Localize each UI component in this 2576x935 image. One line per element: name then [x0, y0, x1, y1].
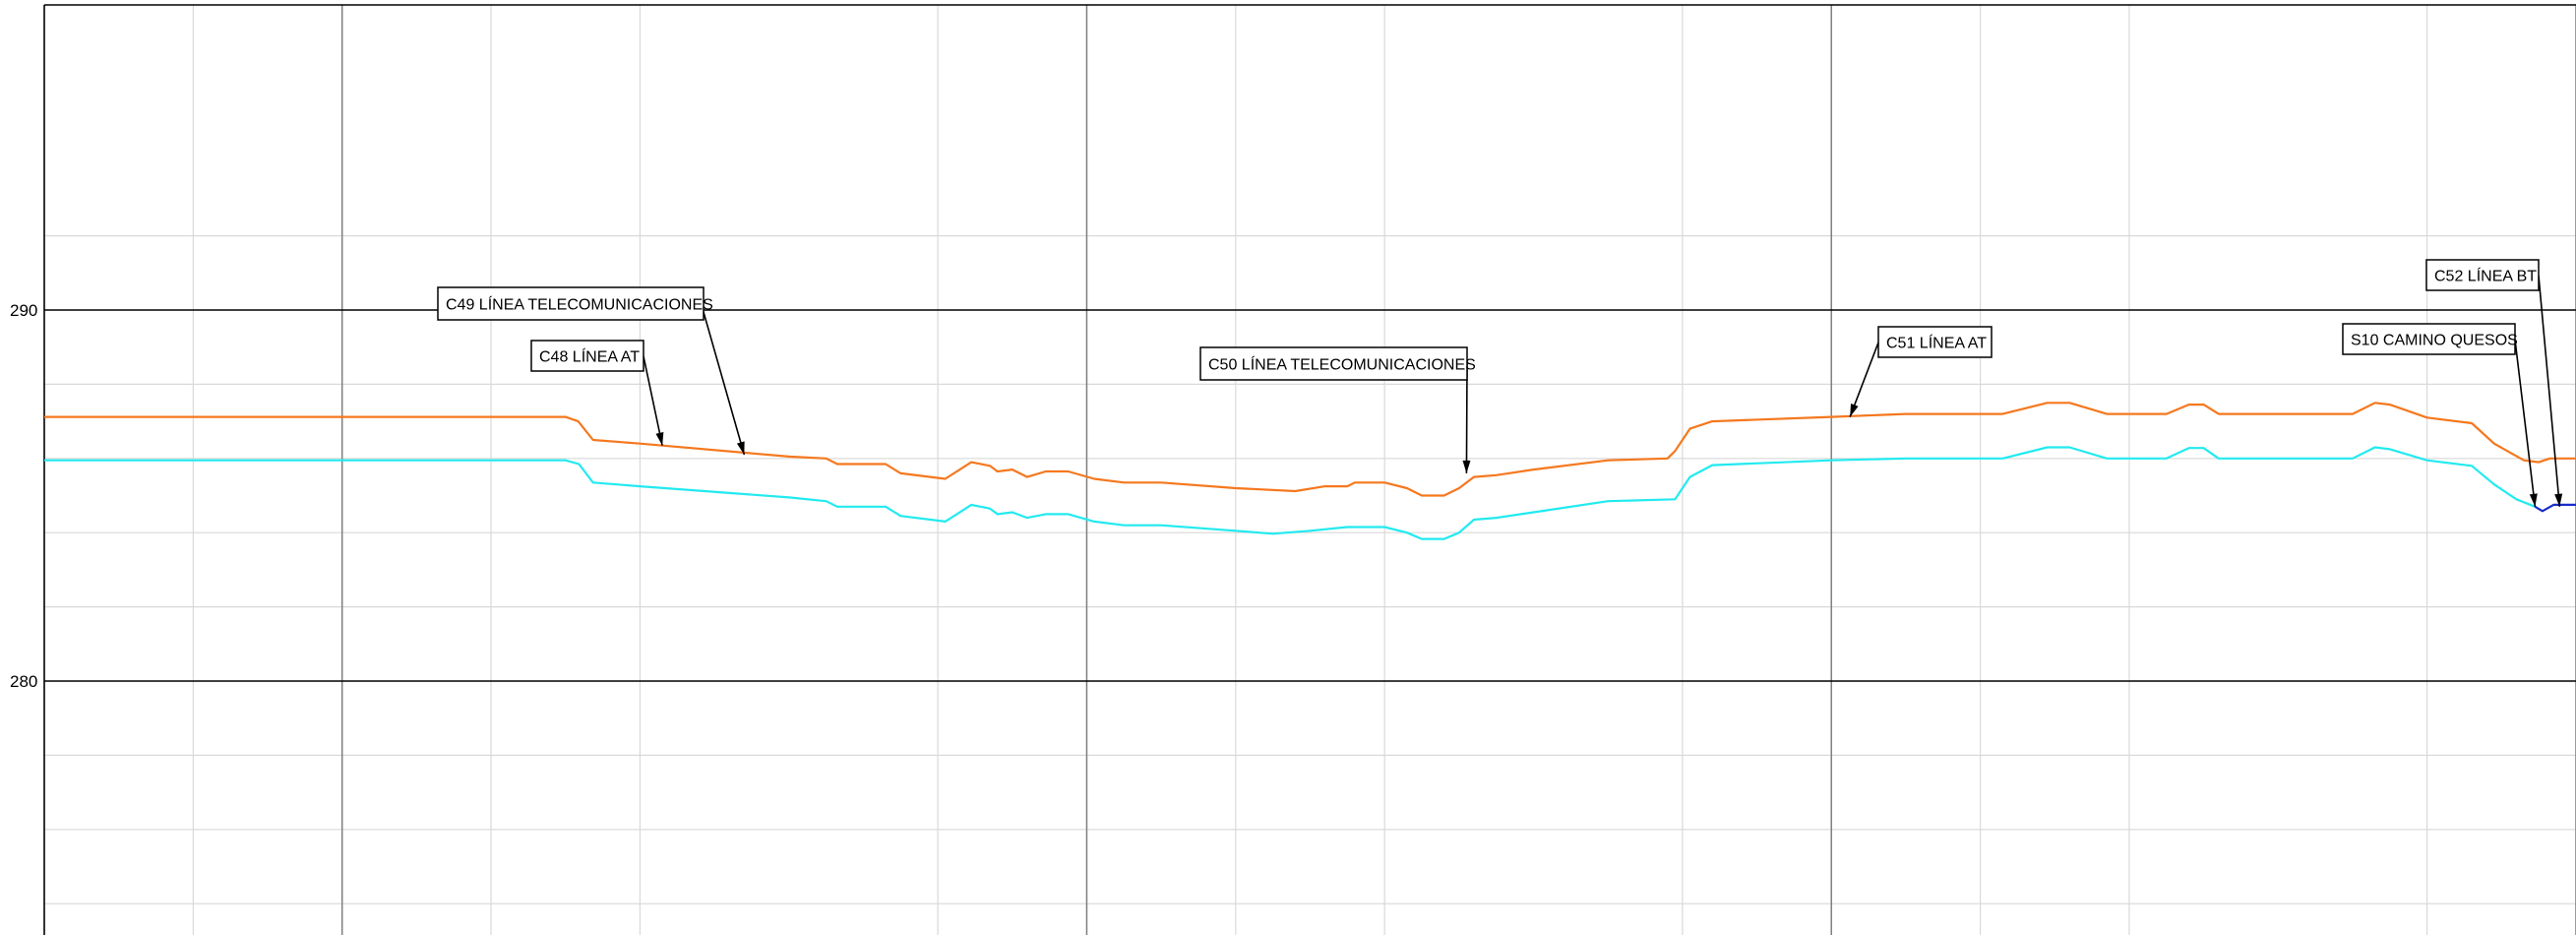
callout-leader — [1465, 363, 1468, 473]
callout-box — [2342, 323, 2516, 355]
callout-arrowhead — [2554, 493, 2563, 507]
callout-box — [1199, 346, 1468, 381]
callout-leader — [643, 355, 663, 446]
callout-label: C49 LÍNEA TELECOMUNICACIONES — [446, 295, 713, 314]
callout-label: C48 LÍNEA AT — [539, 347, 640, 366]
tick-label-layer: 290 280 — [10, 301, 37, 691]
callout-arrowhead — [1850, 404, 1859, 417]
callout-box — [530, 340, 644, 372]
callout: C50 LÍNEA TELECOMUNICACIONES — [1199, 346, 1476, 473]
callout-arrowhead — [655, 432, 664, 446]
y-tick-label: 280 — [10, 672, 37, 691]
callout-label: C51 LÍNEA AT — [1886, 334, 1987, 352]
callout: C52 LÍNEA BT — [2425, 259, 2563, 507]
callout-leader — [701, 304, 746, 456]
callout-label: C50 LÍNEA TELECOMUNICACIONES — [1208, 355, 1476, 374]
callout-box — [2425, 259, 2540, 291]
callout-leader — [2514, 339, 2537, 507]
callout: S10 CAMINO QUESOS — [2342, 323, 2538, 507]
callout: C48 LÍNEA AT — [530, 340, 664, 446]
series-line-pipe-end — [2534, 503, 2576, 513]
callout-label: C52 LÍNEA BT — [2434, 267, 2537, 285]
series-line-terrain — [44, 402, 2576, 497]
callout-arrowhead — [736, 441, 745, 456]
callout-label: S10 CAMINO QUESOS — [2351, 333, 2518, 349]
callout-box — [437, 286, 705, 321]
y-tick-label: 290 — [10, 301, 37, 320]
callout-box — [1877, 326, 1993, 358]
callout: C51 LÍNEA AT — [1849, 326, 1993, 417]
callout-leader — [1849, 342, 1879, 417]
annotation-layer: C49 LÍNEA TELECOMUNICACIONES C48 LÍNEA AT… — [437, 259, 2563, 507]
callout: C49 LÍNEA TELECOMUNICACIONES — [437, 286, 746, 456]
callout-arrowhead — [2529, 493, 2538, 507]
grid-layer — [43, 4, 2576, 935]
series-line-pipe — [44, 446, 2536, 540]
callout-leader — [2538, 275, 2561, 507]
callout-arrowhead — [1462, 460, 1471, 473]
series-layer — [44, 402, 2576, 540]
